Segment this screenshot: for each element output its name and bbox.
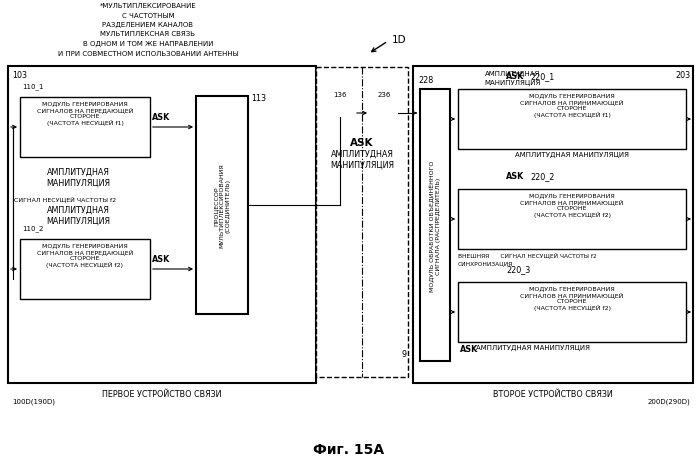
Text: 220_3: 220_3 bbox=[506, 264, 531, 274]
Text: 113: 113 bbox=[251, 94, 266, 103]
Text: АМПЛИТУДНАЯ: АМПЛИТУДНАЯ bbox=[485, 71, 541, 77]
Text: АМПЛИТУДНАЯ
МАНИПУЛЯЦИЯ: АМПЛИТУДНАЯ МАНИПУЛЯЦИЯ bbox=[46, 206, 110, 225]
Text: СИГНАЛ НЕСУЩЕЙ ЧАСТОТЫ f2: СИГНАЛ НЕСУЩЕЙ ЧАСТОТЫ f2 bbox=[14, 195, 116, 201]
Text: 110_2: 110_2 bbox=[22, 225, 43, 232]
Text: 103: 103 bbox=[12, 71, 27, 80]
Bar bbox=[20, 239, 150, 300]
Text: МОДУЛЬ ГЕНЕРИРОВАНИЯ
СИГНАЛОВ НА ПРИНИМАЮЩЕЙ
СТОРОНЕ
(ЧАСТОТА НЕСУЩЕЙ f2): МОДУЛЬ ГЕНЕРИРОВАНИЯ СИГНАЛОВ НА ПРИНИМА… bbox=[520, 193, 624, 217]
Bar bbox=[413, 67, 693, 383]
Text: Фиг. 15А: Фиг. 15А bbox=[313, 442, 384, 456]
Text: 110_1: 110_1 bbox=[22, 83, 43, 90]
Text: РАЗДЕЛЕНИЕМ КАНАЛОВ: РАЗДЕЛЕНИЕМ КАНАЛОВ bbox=[103, 22, 194, 28]
Text: 228: 228 bbox=[418, 76, 433, 85]
Text: МОДУЛЬ ГЕНЕРИРОВАНИЯ
СИГНАЛОВ НА ПЕРЕДАЮЩЕЙ
СТОРОНЕ
(ЧАСТОТА НЕСУЩЕЙ f1): МОДУЛЬ ГЕНЕРИРОВАНИЯ СИГНАЛОВ НА ПЕРЕДАЮ… bbox=[37, 101, 134, 125]
Text: АМПЛИТУДНАЯ МАНИПУЛЯЦИЯ: АМПЛИТУДНАЯ МАНИПУЛЯЦИЯ bbox=[476, 344, 590, 350]
Text: ASK: ASK bbox=[506, 72, 524, 81]
Text: МАНИПУЛЯЦИЯ: МАНИПУЛЯЦИЯ bbox=[485, 80, 541, 86]
Text: С ЧАСТОТНЫМ: С ЧАСТОТНЫМ bbox=[122, 13, 174, 19]
Bar bbox=[458, 90, 686, 150]
Text: 220_1: 220_1 bbox=[530, 72, 554, 81]
Text: АМПЛИТУДНАЯ
МАНИПУЛЯЦИЯ: АМПЛИТУДНАЯ МАНИПУЛЯЦИЯ bbox=[46, 168, 110, 187]
Bar bbox=[420, 90, 450, 361]
Text: ПЕРВОЕ УСТРОЙСТВО СВЯЗИ: ПЕРВОЕ УСТРОЙСТВО СВЯЗИ bbox=[102, 389, 222, 398]
Text: ASK: ASK bbox=[506, 172, 524, 181]
Text: МУЛЬТИПЛЕКСНАЯ СВЯЗЬ: МУЛЬТИПЛЕКСНАЯ СВЯЗЬ bbox=[101, 31, 196, 38]
Text: ВНЕШНЯЯ      СИГНАЛ НЕСУЩЕЙ ЧАСТОТЫ f2: ВНЕШНЯЯ СИГНАЛ НЕСУЩЕЙ ЧАСТОТЫ f2 bbox=[458, 251, 597, 257]
Text: 136: 136 bbox=[333, 92, 347, 98]
Text: 236: 236 bbox=[377, 92, 391, 98]
Bar bbox=[458, 282, 686, 342]
Text: СИНХРОНИЗАЦИЯ: СИНХРОНИЗАЦИЯ bbox=[458, 260, 513, 265]
Bar bbox=[20, 98, 150, 158]
Text: ПРОЦЕССОР
МУЛЬТИПЛЕКСИРОВАНИЯ
(СОЕДИНИТЕЛЬ): ПРОЦЕССОР МУЛЬТИПЛЕКСИРОВАНИЯ (СОЕДИНИТЕ… bbox=[214, 163, 230, 248]
Text: 220_2: 220_2 bbox=[530, 172, 554, 181]
Text: И ПРИ СОВМЕСТНОМ ИСПОЛЬЗОВАНИИ АНТЕННЫ: И ПРИ СОВМЕСТНОМ ИСПОЛЬЗОВАНИИ АНТЕННЫ bbox=[57, 50, 238, 56]
Text: МОДУЛЬ ОБРАБОТКИ ОБЪЕДИНЁННОГО
СИГНАЛА (РАСПРЕДЕЛИТЕЛЬ): МОДУЛЬ ОБРАБОТКИ ОБЪЕДИНЁННОГО СИГНАЛА (… bbox=[429, 160, 440, 291]
Text: ВТОРОЕ УСТРОЙСТВО СВЯЗИ: ВТОРОЕ УСТРОЙСТВО СВЯЗИ bbox=[493, 389, 613, 398]
Text: 100D(190D): 100D(190D) bbox=[12, 398, 55, 405]
Text: 203: 203 bbox=[675, 71, 690, 80]
Bar bbox=[316, 68, 408, 377]
Text: 200D(290D): 200D(290D) bbox=[647, 398, 690, 405]
Text: ASK: ASK bbox=[460, 344, 478, 353]
Text: ASK: ASK bbox=[152, 113, 171, 122]
Text: ASK: ASK bbox=[350, 138, 374, 148]
Bar bbox=[196, 97, 248, 314]
Text: МОДУЛЬ ГЕНЕРИРОВАНИЯ
СИГНАЛОВ НА ПЕРЕДАЮЩЕЙ
СТОРОНЕ
(ЧАСТОТА НЕСУЩЕЙ f2): МОДУЛЬ ГЕНЕРИРОВАНИЯ СИГНАЛОВ НА ПЕРЕДАЮ… bbox=[37, 243, 134, 267]
Text: МАНИПУЛЯЦИЯ: МАНИПУЛЯЦИЯ bbox=[330, 161, 394, 169]
Text: 9: 9 bbox=[401, 350, 407, 359]
Text: АМПЛИТУДНАЯ: АМПЛИТУДНАЯ bbox=[331, 150, 394, 159]
Bar bbox=[8, 67, 316, 383]
Text: *МУЛЬТИПЛЕКСИРОВАНИЕ: *МУЛЬТИПЛЕКСИРОВАНИЕ bbox=[100, 3, 196, 9]
Text: МОДУЛЬ ГЕНЕРИРОВАНИЯ
СИГНАЛОВ НА ПРИНИМАЮЩЕЙ
СТОРОНЕ
(ЧАСТОТА НЕСУЩЕЙ f2): МОДУЛЬ ГЕНЕРИРОВАНИЯ СИГНАЛОВ НА ПРИНИМА… bbox=[520, 285, 624, 310]
Text: 1D: 1D bbox=[392, 35, 407, 45]
Bar bbox=[458, 189, 686, 250]
Text: МОДУЛЬ ГЕНЕРИРОВАНИЯ
СИГНАЛОВ НА ПРИНИМАЮЩЕЙ
СТОРОНЕ
(ЧАСТОТА НЕСУЩЕЙ f1): МОДУЛЬ ГЕНЕРИРОВАНИЯ СИГНАЛОВ НА ПРИНИМА… bbox=[520, 93, 624, 117]
Text: ASK: ASK bbox=[152, 255, 171, 264]
Text: В ОДНОМ И ТОМ ЖЕ НАПРАВЛЕНИИ: В ОДНОМ И ТОМ ЖЕ НАПРАВЛЕНИИ bbox=[82, 41, 213, 47]
Text: АМПЛИТУДНАЯ МАНИПУЛЯЦИЯ: АМПЛИТУДНАЯ МАНИПУЛЯЦИЯ bbox=[515, 152, 629, 158]
